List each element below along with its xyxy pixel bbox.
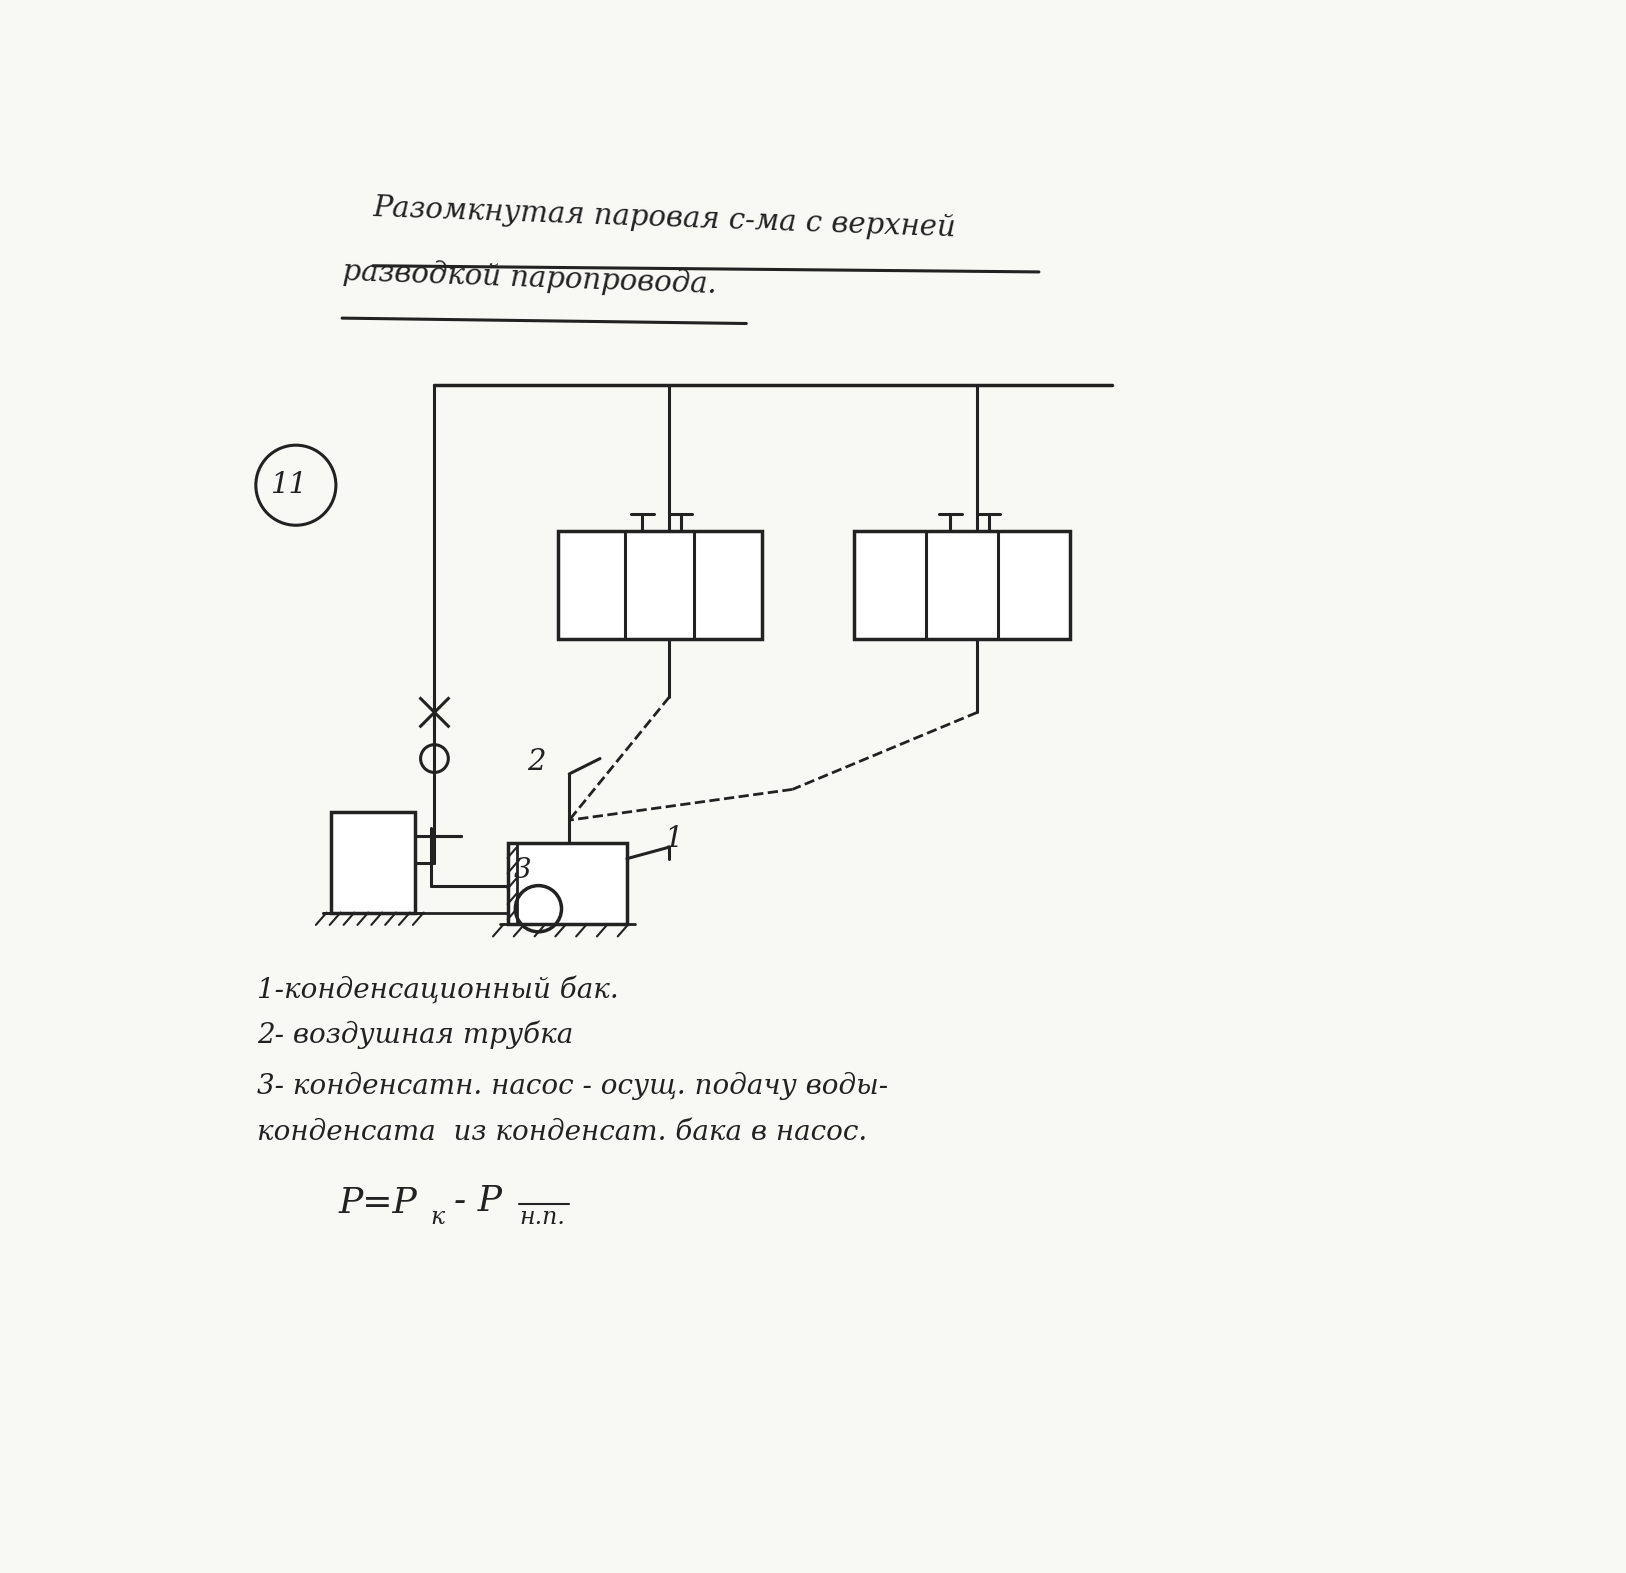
- Text: 1: 1: [665, 826, 685, 853]
- Bar: [854, 532, 1070, 639]
- Text: разводкой паропровода.: разводкой паропровода.: [341, 256, 717, 299]
- Text: 3: 3: [514, 857, 532, 884]
- Text: 2- воздушная трубка: 2- воздушная трубка: [257, 1021, 574, 1049]
- Bar: [507, 843, 628, 923]
- Bar: [558, 532, 761, 639]
- Text: P=P: P=P: [338, 1186, 416, 1219]
- Bar: [330, 813, 415, 912]
- Text: 3- конденсатн. насос - осущ. подачу воды-: 3- конденсатн. насос - осущ. подачу воды…: [257, 1071, 888, 1100]
- Text: - P: - P: [454, 1184, 502, 1219]
- Text: Разомкнутая паровая с-ма с верхней: Разомкнутая паровая с-ма с верхней: [372, 193, 958, 242]
- Text: к: к: [431, 1206, 446, 1230]
- Text: 1-конденсационный бак.: 1-конденсационный бак.: [257, 975, 620, 1004]
- Text: н.п.: н.п.: [519, 1206, 566, 1230]
- Text: 2: 2: [527, 749, 545, 775]
- Text: 11: 11: [272, 470, 309, 499]
- Text: конденсата  из конденсат. бака в насос.: конденсата из конденсат. бака в насос.: [257, 1118, 868, 1145]
